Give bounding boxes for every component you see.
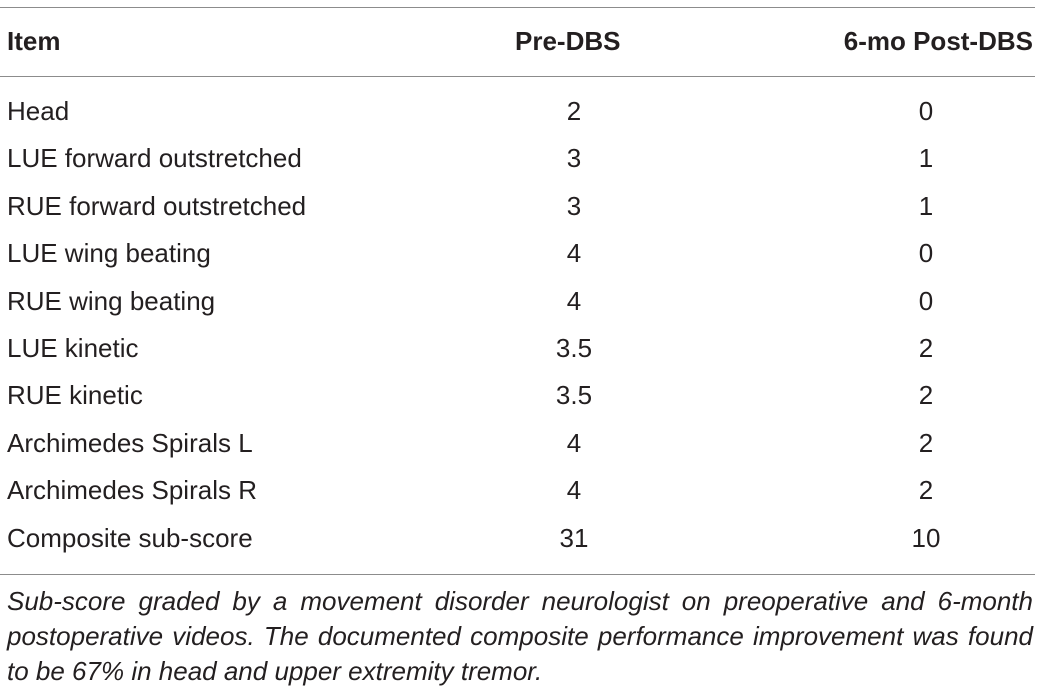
row-pre-dbs: 31 — [559, 522, 589, 553]
row-pre-dbs: 4 — [566, 475, 582, 506]
row-pre-dbs: 4 — [566, 285, 582, 316]
row-post-dbs: 0 — [918, 285, 934, 316]
row-post-dbs: 1 — [918, 190, 934, 221]
row-pre-dbs: 2 — [566, 96, 582, 126]
row-item: Archimedes Spirals L — [7, 427, 253, 458]
row-item: LUE forward outstretched — [7, 143, 302, 174]
table-footnote: Sub-score graded by a movement disorder … — [7, 586, 1033, 686]
row-item: RUE forward outstretched — [7, 190, 307, 221]
row-post-dbs: 2 — [918, 380, 934, 411]
row-pre-dbs: 4 — [566, 238, 582, 269]
row-pre-dbs: 3 — [566, 190, 582, 221]
table-row: Archimedes Spirals L 4 2 — [0, 420, 1035, 467]
row-item: LUE kinetic — [7, 332, 139, 363]
header-pre-dbs: Pre-DBS — [515, 26, 621, 56]
table-row: Composite sub-score 31 10 — [0, 515, 1035, 562]
row-pre-dbs: 3 — [566, 143, 582, 174]
row-item: Archimedes Spirals R — [7, 475, 257, 506]
row-post-dbs: 0 — [918, 238, 934, 269]
table-row: RUE kinetic 3.5 2 — [0, 372, 1035, 419]
row-post-dbs: 2 — [918, 475, 934, 506]
row-post-dbs: 10 — [911, 522, 941, 553]
header-post-dbs: 6-mo Post-DBS — [843, 26, 1033, 56]
table-row: LUE kinetic 3.5 2 — [0, 325, 1035, 372]
table-row: RUE forward outstretched 3 1 — [0, 183, 1035, 230]
header-item: Item — [7, 26, 61, 56]
table-row: Head 2 0 — [0, 88, 1035, 135]
table-row: RUE wing beating 4 0 — [0, 278, 1035, 325]
row-pre-dbs: 3.5 — [555, 380, 593, 411]
row-post-dbs: 2 — [918, 332, 934, 363]
table-header-rule — [0, 76, 1035, 77]
row-pre-dbs: 3.5 — [555, 332, 593, 363]
table-top-rule — [0, 7, 1035, 8]
row-pre-dbs: 4 — [566, 427, 582, 458]
row-item: RUE wing beating — [7, 285, 216, 316]
row-item: RUE kinetic — [7, 380, 143, 411]
table-row: LUE forward outstretched 3 1 — [0, 135, 1035, 182]
row-post-dbs: 1 — [918, 143, 934, 174]
row-post-dbs: 2 — [918, 427, 934, 458]
table-body: Head 2 0 LUE forward outstretched 3 1 RU… — [0, 88, 1035, 562]
table-row: LUE wing beating 4 0 — [0, 230, 1035, 277]
row-item: LUE wing beating — [7, 238, 211, 269]
table-row: Archimedes Spirals R 4 2 — [0, 467, 1035, 514]
row-item: Head — [7, 96, 70, 126]
table-bottom-rule — [0, 574, 1035, 575]
row-post-dbs: 0 — [918, 96, 934, 126]
row-item: Composite sub-score — [7, 522, 253, 553]
table-header-row: Item Pre-DBS 6-mo Post-DBS — [0, 21, 1035, 61]
